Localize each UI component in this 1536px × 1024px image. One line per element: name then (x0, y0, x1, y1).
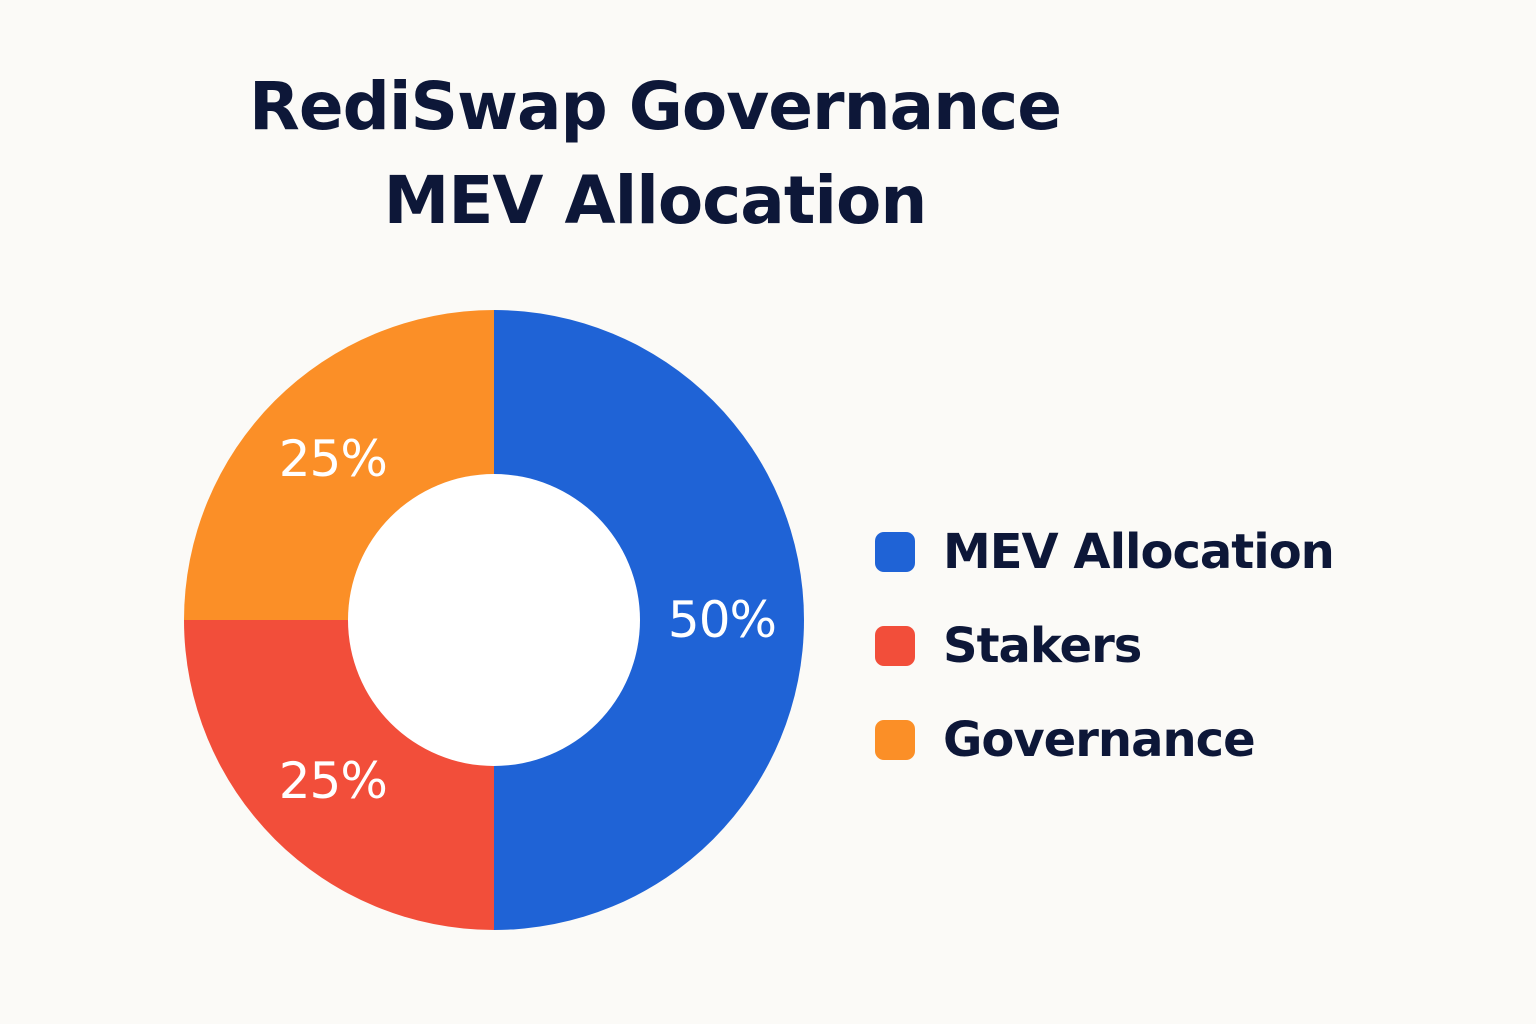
chart-title: RediSwap Governance MEV Allocation (150, 60, 1160, 248)
chart-legend: MEV Allocation Stakers Governance (875, 505, 1335, 787)
chart-title-line-1: RediSwap Governance (249, 68, 1062, 145)
legend-item-governance: Governance (875, 693, 1334, 787)
legend-swatch-governance (875, 720, 915, 760)
data-label-governance: 25% (279, 430, 387, 488)
legend-item-stakers: Stakers (875, 599, 1334, 693)
legend-swatch-mev-allocation (875, 532, 915, 572)
chart-title-line-2: MEV Allocation (383, 162, 928, 239)
legend-label-governance: Governance (943, 712, 1256, 768)
legend-item-mev-allocation: MEV Allocation (875, 505, 1335, 599)
slice-mev-allocation (494, 310, 804, 930)
legend-label-stakers: Stakers (943, 618, 1142, 674)
data-label-mev-allocation: 50% (668, 591, 776, 649)
donut-hole (348, 474, 640, 766)
data-label-stakers: 25% (279, 752, 387, 810)
legend-label-mev-allocation: MEV Allocation (943, 524, 1335, 580)
legend-swatch-stakers (875, 626, 915, 666)
